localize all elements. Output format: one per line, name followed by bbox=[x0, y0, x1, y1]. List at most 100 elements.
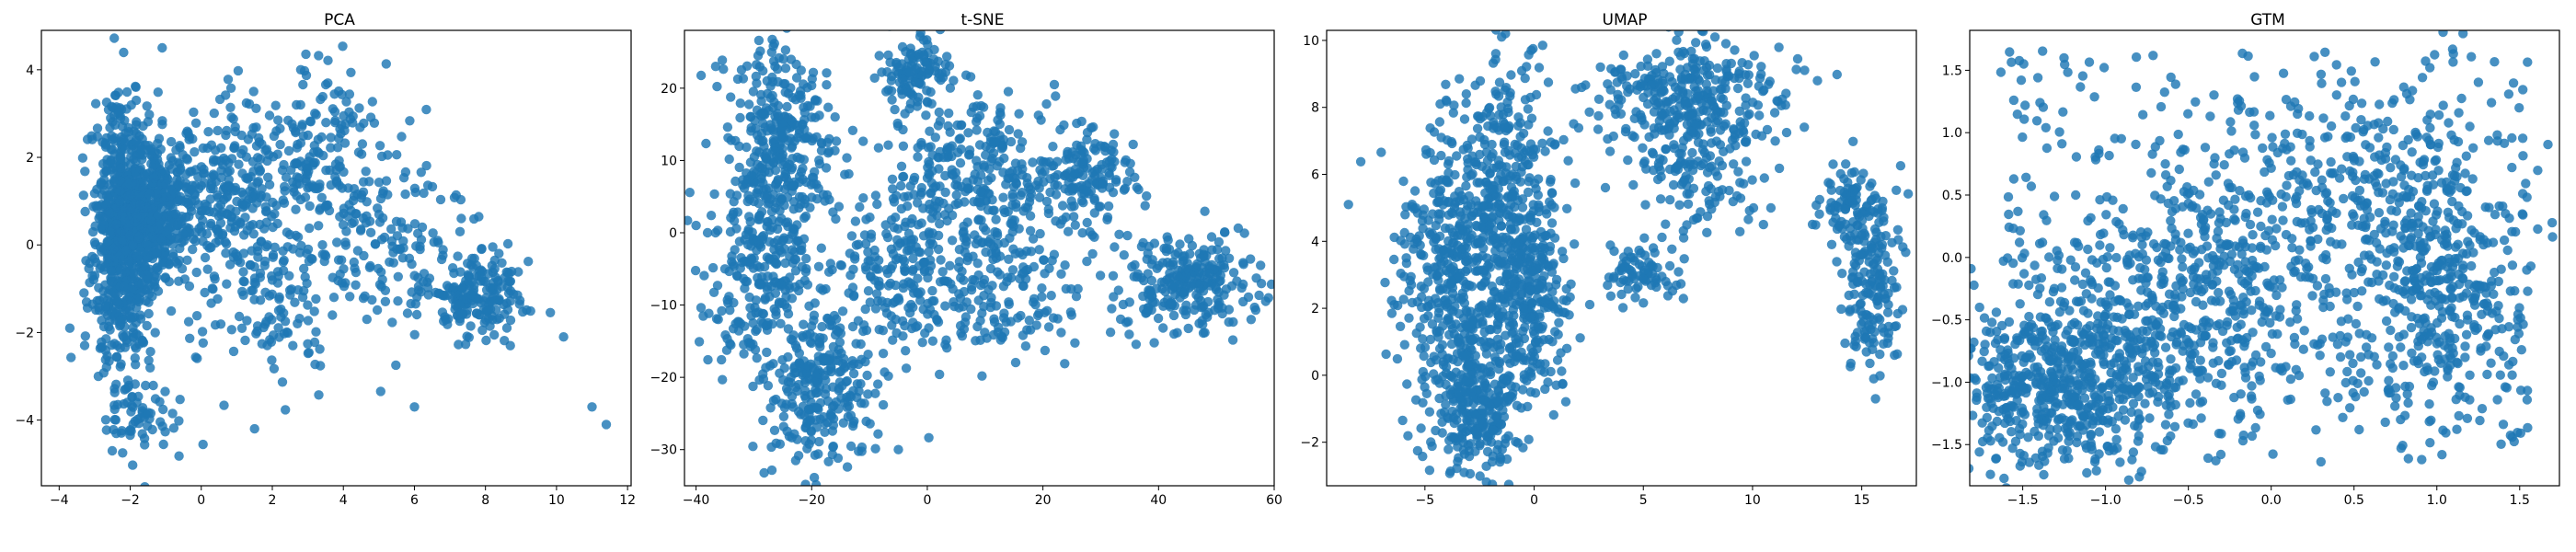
data-point bbox=[1406, 271, 1416, 282]
data-point bbox=[273, 323, 283, 333]
data-point bbox=[768, 135, 778, 145]
data-point bbox=[1516, 167, 1526, 178]
data-point bbox=[233, 255, 243, 266]
data-point bbox=[113, 87, 123, 98]
data-point bbox=[798, 79, 809, 89]
data-point bbox=[1239, 228, 1249, 238]
data-point bbox=[1228, 268, 1239, 278]
data-point bbox=[815, 341, 825, 352]
data-point bbox=[1024, 316, 1035, 326]
data-point bbox=[1462, 140, 1473, 151]
data-point bbox=[1520, 95, 1531, 105]
data-point bbox=[184, 281, 195, 292]
data-point bbox=[831, 136, 842, 146]
data-point bbox=[106, 156, 116, 167]
data-point bbox=[1057, 201, 1068, 211]
data-point bbox=[966, 304, 976, 315]
data-point bbox=[1082, 256, 1092, 267]
data-point bbox=[1482, 253, 1492, 263]
data-point bbox=[247, 285, 257, 296]
data-point bbox=[468, 262, 478, 272]
data-point bbox=[367, 294, 377, 305]
data-point bbox=[98, 158, 109, 169]
data-point bbox=[421, 160, 431, 171]
data-point bbox=[942, 215, 952, 226]
data-point bbox=[782, 30, 791, 33]
data-point bbox=[135, 163, 145, 173]
data-point bbox=[1501, 259, 1512, 270]
data-point bbox=[927, 150, 937, 160]
data-point bbox=[268, 197, 278, 208]
data-point bbox=[709, 189, 719, 200]
data-point bbox=[340, 237, 351, 247]
data-point bbox=[309, 337, 320, 348]
data-point bbox=[918, 258, 928, 268]
data-point bbox=[952, 181, 963, 191]
data-point bbox=[764, 254, 775, 264]
data-point bbox=[1098, 176, 1109, 187]
data-point bbox=[892, 293, 903, 304]
data-point bbox=[92, 123, 103, 133]
data-point bbox=[866, 271, 876, 282]
data-point bbox=[1434, 268, 1445, 278]
data-point bbox=[145, 347, 155, 357]
data-point bbox=[1040, 345, 1051, 356]
data-point bbox=[712, 81, 722, 92]
data-point bbox=[823, 102, 834, 112]
data-point bbox=[223, 75, 234, 85]
data-point bbox=[270, 242, 280, 252]
data-point bbox=[1028, 234, 1039, 244]
data-point bbox=[922, 86, 932, 96]
data-point bbox=[811, 415, 822, 425]
data-point bbox=[339, 203, 349, 213]
data-point bbox=[782, 217, 793, 227]
data-point bbox=[109, 244, 119, 254]
data-point bbox=[870, 388, 880, 398]
data-point bbox=[242, 316, 252, 326]
data-point bbox=[915, 30, 926, 38]
data-point bbox=[779, 403, 790, 413]
data-point bbox=[1434, 191, 1445, 201]
data-point bbox=[166, 136, 177, 147]
y-tick-label: 0 bbox=[669, 226, 677, 241]
data-point bbox=[1068, 212, 1079, 222]
data-point bbox=[870, 304, 881, 314]
data-point bbox=[870, 443, 880, 454]
data-point bbox=[842, 153, 852, 163]
data-point bbox=[221, 248, 231, 259]
data-point bbox=[801, 177, 811, 188]
data-point bbox=[907, 266, 918, 276]
data-point bbox=[1071, 292, 1082, 302]
data-point bbox=[889, 197, 900, 207]
data-point bbox=[810, 450, 821, 460]
data-point bbox=[107, 101, 117, 112]
data-point bbox=[1417, 302, 1427, 313]
data-point bbox=[907, 213, 917, 224]
data-point bbox=[1048, 142, 1058, 152]
data-point bbox=[404, 253, 415, 263]
data-point bbox=[858, 136, 868, 146]
data-point bbox=[1018, 249, 1028, 260]
data-point bbox=[373, 203, 383, 213]
data-point bbox=[224, 180, 234, 190]
data-point bbox=[792, 236, 803, 246]
data-point bbox=[1041, 98, 1052, 109]
data-point bbox=[239, 230, 249, 240]
data-point bbox=[97, 190, 108, 200]
data-point bbox=[936, 75, 946, 86]
data-point bbox=[109, 387, 120, 397]
data-point bbox=[801, 264, 811, 274]
data-point bbox=[1018, 281, 1029, 291]
data-point bbox=[310, 359, 320, 370]
data-point bbox=[354, 103, 364, 113]
data-point bbox=[985, 238, 996, 249]
data-point bbox=[1014, 109, 1024, 119]
data-point bbox=[1424, 466, 1435, 476]
data-point bbox=[755, 46, 765, 56]
data-point bbox=[771, 259, 782, 269]
data-point bbox=[799, 362, 810, 373]
data-point bbox=[881, 308, 892, 318]
data-point bbox=[1120, 157, 1130, 167]
data-point bbox=[866, 229, 877, 239]
data-point bbox=[792, 152, 802, 163]
